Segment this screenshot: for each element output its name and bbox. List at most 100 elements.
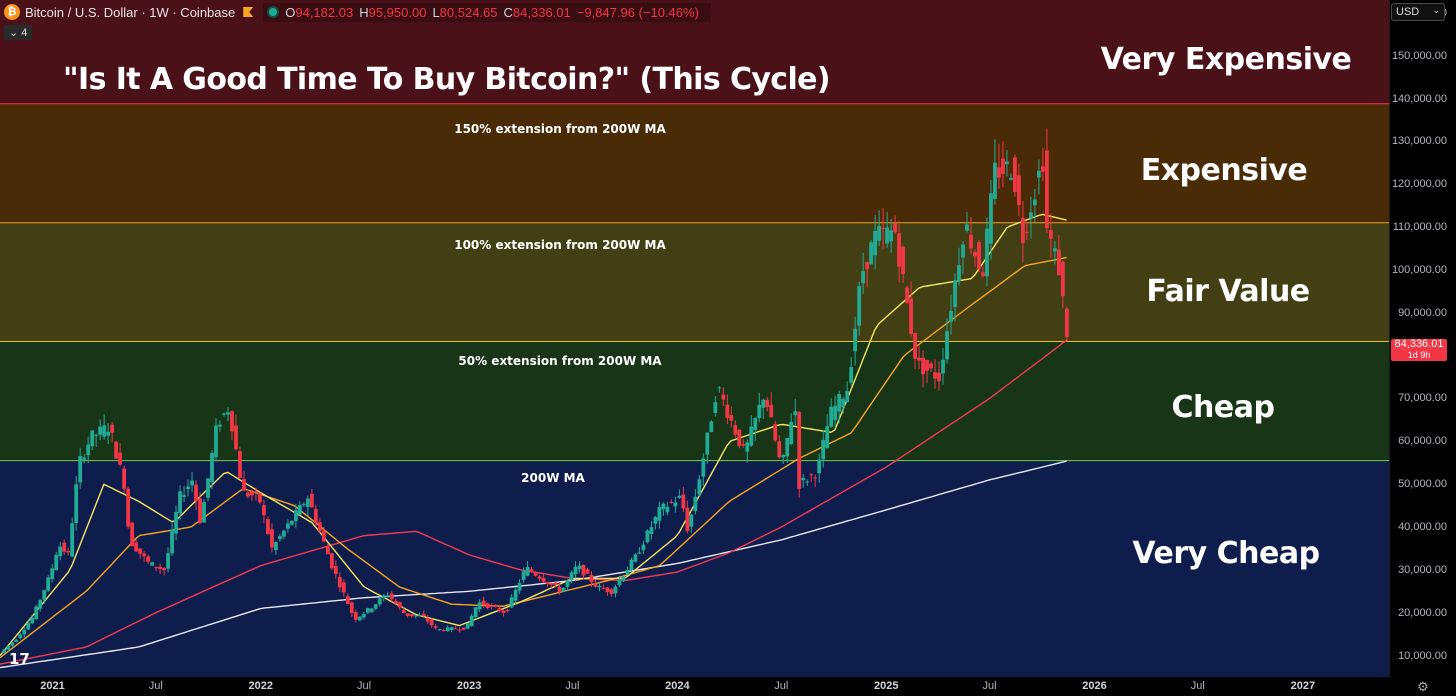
candle-body [154, 566, 158, 568]
candle-body [685, 507, 690, 532]
candle-body [286, 523, 290, 529]
x-tick-label: Jul [1190, 680, 1205, 692]
candle-body [38, 599, 43, 609]
candle-body [421, 614, 426, 617]
candle-body [889, 230, 893, 242]
gear-icon[interactable]: ⚙ [1417, 679, 1429, 694]
y-tick-label: 60,000.00 [1398, 435, 1447, 448]
chart-area[interactable]: "Is It A Good Time To Buy Bitcoin?" (Thi… [0, 0, 1389, 677]
candle-body [781, 455, 786, 458]
candle-body [597, 585, 602, 588]
time-axis[interactable]: 2021 Jul 2022 Jul 2023 Jul 2024 Jul 2025 Jul 2026 J… [0, 677, 1389, 696]
candle-body [909, 298, 913, 334]
candle-body [293, 510, 298, 521]
chevron-down-icon: ⌄ [1432, 5, 1440, 15]
candle-body [529, 569, 534, 572]
candle-body [977, 242, 981, 269]
flag-icon[interactable] [243, 7, 254, 17]
candle-body [1044, 150, 1049, 228]
candle-body [230, 411, 234, 432]
collapse-indicators-button[interactable]: ⌄ 4 [4, 25, 33, 40]
candle-body [1029, 212, 1033, 219]
candle-body [289, 520, 294, 525]
x-tick-label: Jul [148, 680, 163, 692]
low-label: L [432, 4, 440, 20]
x-tick-label: 2026 [1082, 680, 1107, 692]
candle-body [266, 519, 270, 535]
candle-body [981, 272, 985, 277]
y-tick-label: 130,000.00 [1391, 135, 1447, 148]
candle-body [26, 623, 31, 630]
level-label-100: 100% extension from 200W MA [454, 238, 666, 252]
candle-body [905, 287, 909, 303]
candle-body [705, 432, 710, 455]
candle-body [681, 494, 686, 509]
candle-body [749, 426, 754, 446]
currency-select[interactable]: USD ⌄ [1391, 3, 1445, 21]
candle-body [305, 498, 310, 508]
candle-body [114, 441, 119, 459]
candle-body [657, 506, 662, 521]
high-label: H [359, 4, 369, 20]
candle-body [102, 425, 107, 437]
candle-body [753, 418, 758, 431]
candle-body [162, 567, 166, 571]
candle-body [34, 606, 39, 620]
candle-body [254, 491, 258, 493]
candle-body [134, 542, 139, 552]
price-axis[interactable]: 10,000.00 20,000.00 30,000.00 40,000.00 50,0… [1389, 0, 1456, 677]
candle-body [661, 503, 666, 510]
candle-body [357, 616, 362, 621]
low-value: 80,524.65 [439, 4, 498, 20]
candle-body [146, 556, 150, 562]
candle-body [757, 404, 762, 418]
candle-body [645, 530, 650, 543]
candle-body [333, 566, 338, 574]
candle-body [126, 488, 131, 527]
candle-body [885, 227, 889, 244]
candle-body [437, 629, 442, 631]
y-tick-label: 30,000.00 [1398, 563, 1447, 576]
candle-body [381, 595, 386, 599]
candle-body [54, 554, 59, 571]
ohlc-legend: O 94,182.03 H 95,950.00 L 80,524.65 C 84,336… [263, 2, 711, 22]
candle-body [282, 530, 286, 537]
candle-body [665, 506, 670, 513]
candle-body [649, 527, 654, 534]
candle-body [130, 522, 135, 547]
candle-body [317, 522, 322, 532]
candle-body [605, 587, 610, 592]
candle-body [865, 262, 870, 270]
candle-body [321, 530, 326, 542]
candle-body [66, 550, 71, 553]
candle-body [365, 608, 370, 613]
candle-body [258, 493, 262, 503]
y-tick-label: 120,000.00 [1391, 178, 1447, 191]
zone-band-expensive [0, 103, 1389, 223]
candle-body [693, 496, 698, 511]
candle-body [873, 230, 878, 256]
symbol-title[interactable]: Bitcoin / U.S. Dollar · 1W · Coinbase [25, 4, 236, 20]
candle-body [186, 486, 190, 490]
price-chart[interactable] [0, 0, 1389, 677]
candle-body [465, 623, 470, 629]
candle-body [965, 224, 969, 231]
candle-body [821, 439, 826, 460]
candle-body [637, 552, 642, 554]
candle-body [833, 405, 838, 421]
candle-body [897, 233, 901, 267]
candle-body [537, 576, 542, 579]
candle-body [242, 479, 246, 491]
open-value: 94,182.03 [295, 4, 354, 20]
candle-body [1048, 229, 1053, 239]
candle-body [150, 562, 154, 566]
candle-body [817, 459, 822, 474]
candle-body [941, 359, 945, 374]
candle-body [214, 425, 218, 458]
candle-body [118, 452, 123, 465]
y-tick-label: 100,000.00 [1391, 263, 1447, 276]
y-tick-label: 110,000.00 [1392, 221, 1447, 234]
candle-body [869, 242, 874, 265]
chart-title: "Is It A Good Time To Buy Bitcoin?" (Thi… [63, 62, 831, 97]
candle-body [557, 586, 562, 593]
